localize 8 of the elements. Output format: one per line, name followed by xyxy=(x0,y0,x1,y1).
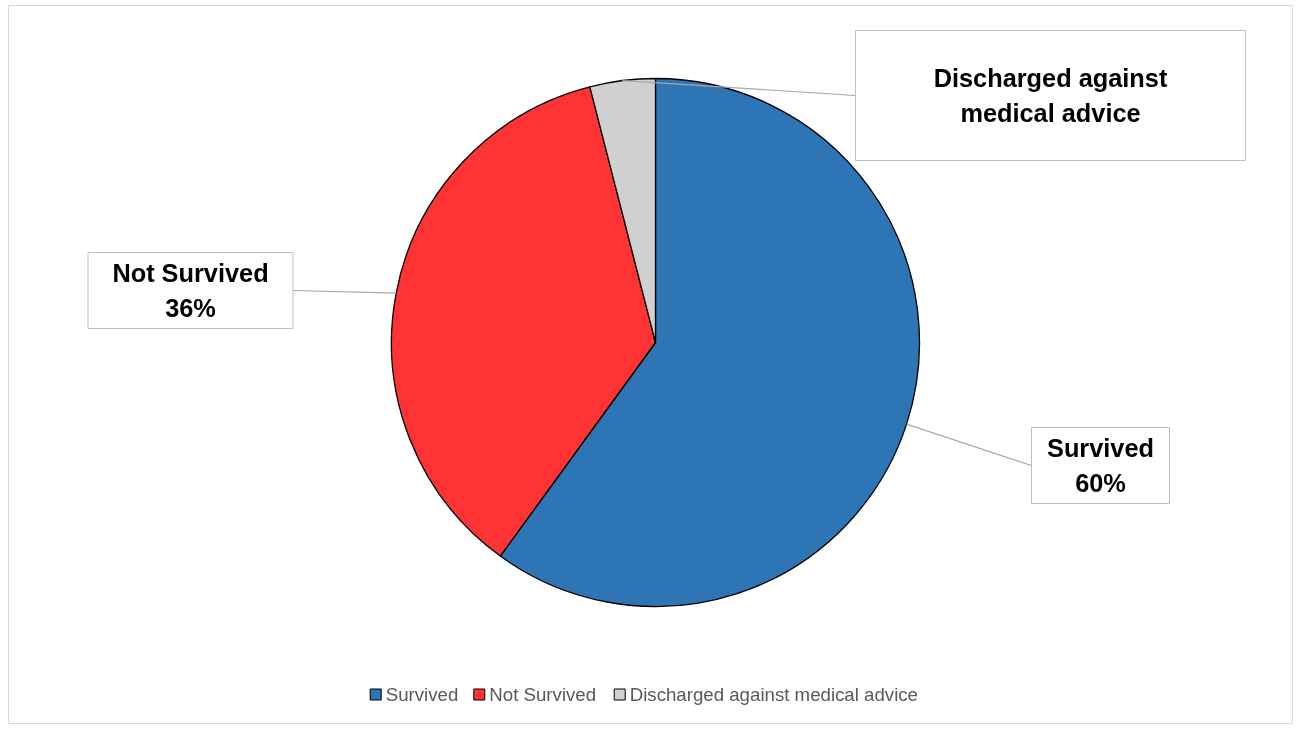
legend-label: Survived xyxy=(385,684,459,705)
slice-label: Survived xyxy=(1047,434,1155,462)
data-label: 36% xyxy=(165,294,216,322)
category-label: Discharged against medical advice xyxy=(933,64,1168,127)
legend-label: Discharged against medical advice xyxy=(629,684,918,705)
legend-label: Not Survived xyxy=(489,684,597,705)
data-label: 60% xyxy=(1075,469,1126,497)
slice-label: Not Survived xyxy=(112,259,269,287)
